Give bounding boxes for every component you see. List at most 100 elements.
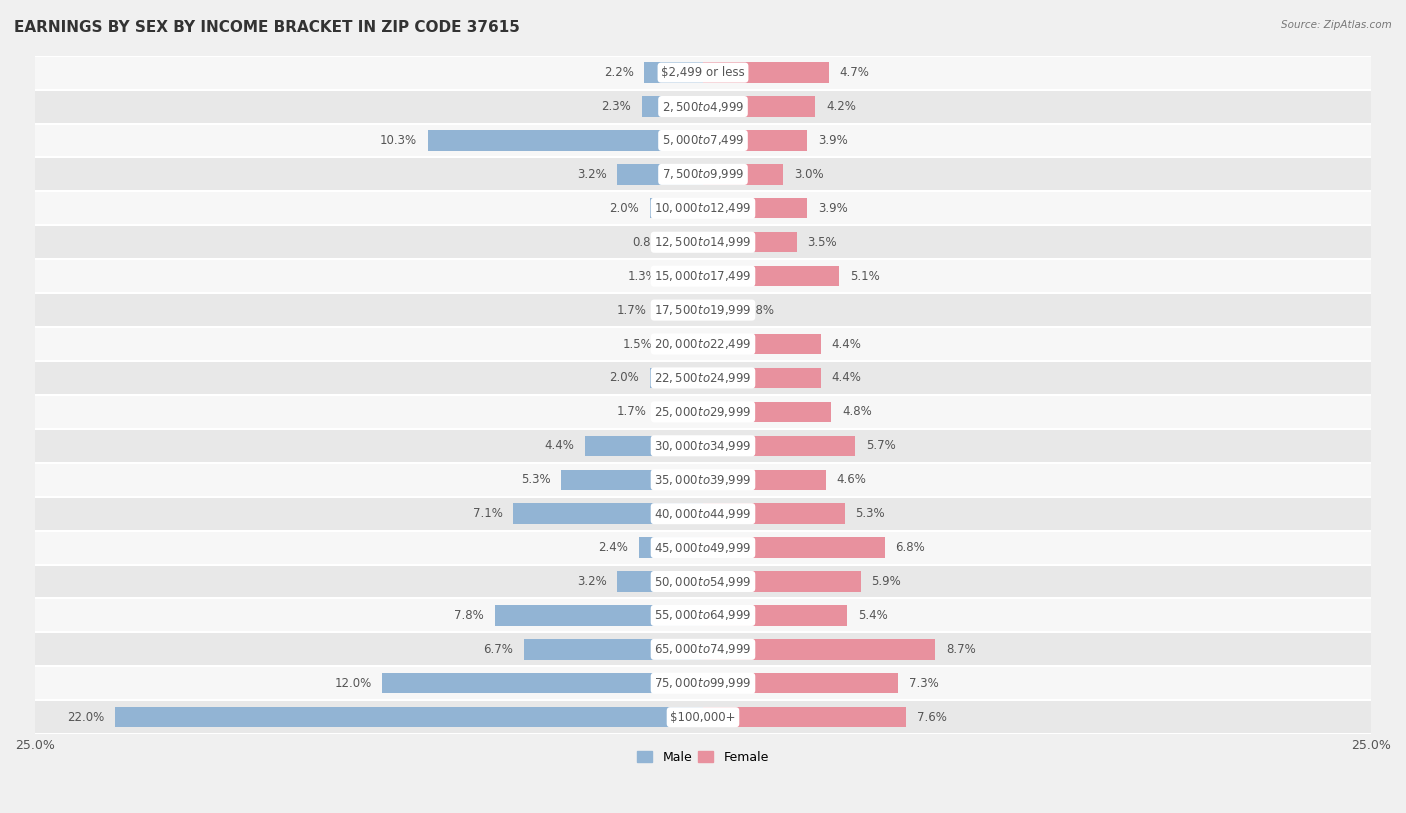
Text: $20,000 to $22,499: $20,000 to $22,499 — [654, 337, 752, 351]
Bar — [703, 605, 848, 626]
Text: 2.4%: 2.4% — [599, 541, 628, 554]
Text: $35,000 to $39,999: $35,000 to $39,999 — [654, 472, 752, 487]
Text: $17,500 to $19,999: $17,500 to $19,999 — [654, 303, 752, 317]
Text: 22.0%: 22.0% — [67, 711, 104, 724]
Text: 4.4%: 4.4% — [546, 439, 575, 452]
Text: $65,000 to $74,999: $65,000 to $74,999 — [654, 642, 752, 656]
Bar — [703, 334, 821, 354]
Text: $5,000 to $7,499: $5,000 to $7,499 — [662, 133, 744, 147]
Bar — [703, 266, 839, 286]
Bar — [35, 497, 1371, 531]
Bar — [35, 700, 1371, 734]
Bar — [644, 63, 703, 83]
Text: $12,500 to $14,999: $12,500 to $14,999 — [654, 235, 752, 250]
Text: 7.3%: 7.3% — [908, 676, 939, 689]
Text: 2.2%: 2.2% — [603, 66, 634, 79]
Text: 3.9%: 3.9% — [818, 202, 848, 215]
Text: 2.0%: 2.0% — [609, 202, 638, 215]
Text: 4.7%: 4.7% — [839, 66, 869, 79]
Bar — [35, 361, 1371, 395]
Bar — [35, 428, 1371, 463]
Bar — [35, 55, 1371, 89]
Bar — [35, 327, 1371, 361]
Text: 1.7%: 1.7% — [617, 303, 647, 316]
Bar — [658, 300, 703, 320]
Text: $50,000 to $54,999: $50,000 to $54,999 — [654, 575, 752, 589]
Bar — [703, 707, 905, 728]
Bar — [703, 63, 828, 83]
Bar — [662, 334, 703, 354]
Bar — [524, 639, 703, 659]
Bar — [35, 158, 1371, 191]
Bar — [703, 673, 898, 693]
Bar — [703, 97, 815, 117]
Text: 1.5%: 1.5% — [623, 337, 652, 350]
Bar — [35, 259, 1371, 293]
Bar — [617, 164, 703, 185]
Bar — [703, 436, 855, 456]
Text: 3.9%: 3.9% — [818, 134, 848, 147]
Bar — [617, 572, 703, 592]
Bar — [658, 402, 703, 422]
Text: EARNINGS BY SEX BY INCOME BRACKET IN ZIP CODE 37615: EARNINGS BY SEX BY INCOME BRACKET IN ZIP… — [14, 20, 520, 35]
Bar — [703, 402, 831, 422]
Bar — [35, 225, 1371, 259]
Bar — [703, 198, 807, 219]
Text: 6.7%: 6.7% — [484, 643, 513, 656]
Text: 5.7%: 5.7% — [866, 439, 896, 452]
Bar — [382, 673, 703, 693]
Text: 10.3%: 10.3% — [380, 134, 418, 147]
Text: 4.4%: 4.4% — [831, 372, 860, 385]
Bar — [35, 667, 1371, 700]
Text: 3.2%: 3.2% — [576, 575, 607, 588]
Text: $2,499 or less: $2,499 or less — [661, 66, 745, 79]
Text: 1.7%: 1.7% — [617, 406, 647, 419]
Text: 8.7%: 8.7% — [946, 643, 976, 656]
Bar — [35, 463, 1371, 497]
Text: 7.1%: 7.1% — [472, 507, 502, 520]
Text: 5.3%: 5.3% — [855, 507, 884, 520]
Text: 2.0%: 2.0% — [609, 372, 638, 385]
Bar — [513, 503, 703, 524]
Text: 5.9%: 5.9% — [872, 575, 901, 588]
Text: 3.2%: 3.2% — [576, 168, 607, 180]
Bar — [35, 564, 1371, 598]
Text: 4.4%: 4.4% — [831, 337, 860, 350]
Bar — [703, 232, 797, 252]
Bar — [703, 130, 807, 150]
Text: $30,000 to $34,999: $30,000 to $34,999 — [654, 439, 752, 453]
Text: 12.0%: 12.0% — [335, 676, 371, 689]
Bar — [35, 191, 1371, 225]
Text: 7.8%: 7.8% — [454, 609, 484, 622]
Text: $45,000 to $49,999: $45,000 to $49,999 — [654, 541, 752, 554]
Text: $55,000 to $64,999: $55,000 to $64,999 — [654, 608, 752, 623]
Bar — [35, 633, 1371, 667]
Text: 5.1%: 5.1% — [851, 270, 880, 283]
Bar — [650, 198, 703, 219]
Text: 7.6%: 7.6% — [917, 711, 946, 724]
Text: 3.5%: 3.5% — [807, 236, 837, 249]
Bar — [35, 531, 1371, 564]
Bar — [585, 436, 703, 456]
Bar — [35, 598, 1371, 633]
Bar — [703, 470, 825, 490]
Text: 6.8%: 6.8% — [896, 541, 925, 554]
Text: 5.4%: 5.4% — [858, 609, 887, 622]
Bar — [703, 639, 935, 659]
Bar — [115, 707, 703, 728]
Bar — [650, 367, 703, 388]
Text: $100,000+: $100,000+ — [671, 711, 735, 724]
Bar — [495, 605, 703, 626]
Text: $40,000 to $44,999: $40,000 to $44,999 — [654, 506, 752, 520]
Text: $7,500 to $9,999: $7,500 to $9,999 — [662, 167, 744, 181]
Text: Source: ZipAtlas.com: Source: ZipAtlas.com — [1281, 20, 1392, 30]
Bar — [703, 164, 783, 185]
Bar — [703, 367, 821, 388]
Bar — [35, 293, 1371, 327]
Text: 0.87%: 0.87% — [631, 236, 669, 249]
Bar — [703, 503, 845, 524]
Bar — [641, 97, 703, 117]
Text: 0.88%: 0.88% — [737, 303, 775, 316]
Bar — [561, 470, 703, 490]
Bar — [703, 300, 727, 320]
